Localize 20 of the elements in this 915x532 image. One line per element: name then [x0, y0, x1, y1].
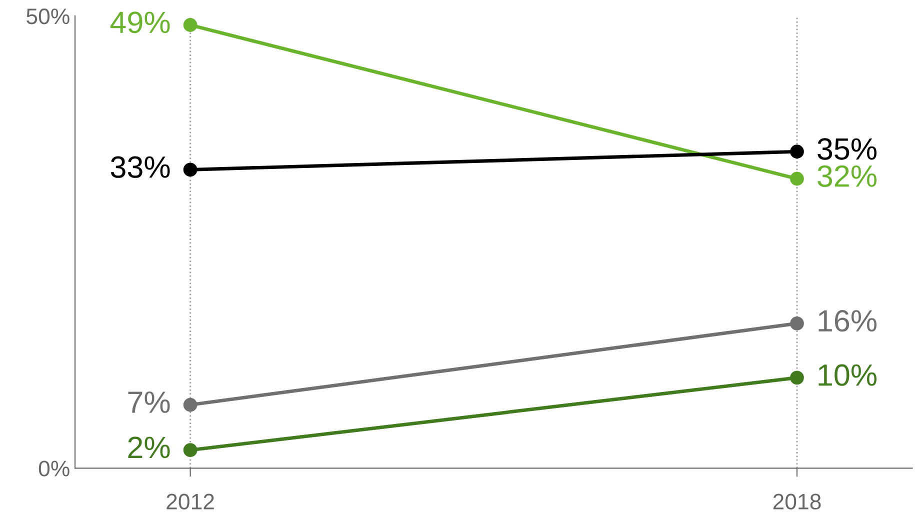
data-label: 35% [818, 138, 876, 160]
point [183, 443, 198, 458]
data-label: 49% [110, 12, 170, 34]
x-tick-label: 2018 [773, 494, 821, 510]
y-tick-label: 50% [26, 8, 70, 24]
data-label: 32% [818, 165, 876, 187]
point [183, 162, 198, 177]
point [790, 172, 804, 186]
data-label: 33% [110, 156, 170, 178]
point [790, 370, 804, 385]
data-label: 16% [818, 310, 876, 332]
point [183, 398, 198, 412]
point [790, 144, 804, 159]
y-tick-label: 0% [38, 460, 70, 476]
data-label: 2% [128, 436, 170, 458]
x-tick-label: 2012 [166, 494, 214, 510]
point [183, 18, 198, 32]
point [790, 316, 804, 330]
data-label: 10% [818, 364, 876, 386]
data-label: 7% [128, 392, 170, 413]
